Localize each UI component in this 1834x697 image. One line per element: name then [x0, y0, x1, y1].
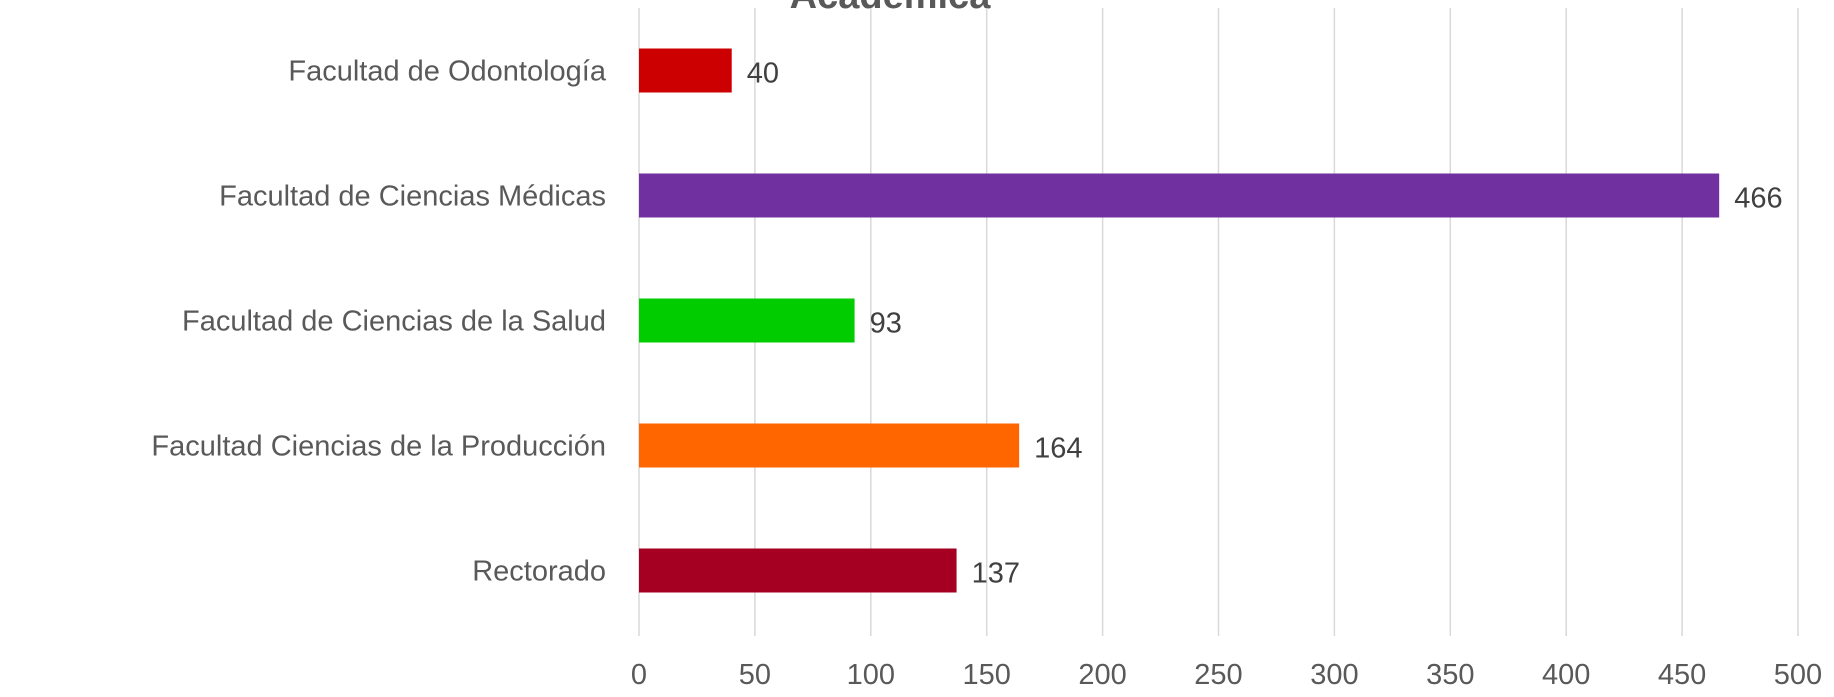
bar: [639, 48, 732, 93]
x-tick-label: 500: [1774, 659, 1822, 691]
data-labels: 40 466 93 164 137: [747, 58, 1783, 590]
category-label: Facultad Ciencias de la Producción: [151, 431, 606, 463]
data-label: 137: [972, 558, 1020, 590]
data-label: 164: [1034, 433, 1082, 465]
x-tick-label: 50: [739, 659, 771, 691]
x-axis-ticks: 0 50 100 150 200 250 300 350 400 450 500: [631, 659, 1822, 691]
x-tick-label: 0: [631, 659, 647, 691]
category-label: Rectorado: [472, 556, 606, 588]
data-label: 466: [1734, 183, 1782, 215]
x-tick-label: 400: [1542, 659, 1590, 691]
x-tick-label: 100: [847, 659, 895, 691]
x-tick-label: 250: [1194, 659, 1242, 691]
bars: [639, 48, 1720, 593]
category-label: Facultad de Ciencias Médicas: [219, 181, 606, 213]
x-tick-label: 150: [963, 659, 1011, 691]
bar: [639, 423, 1020, 468]
data-label: 40: [747, 58, 779, 90]
bar: [639, 298, 855, 343]
category-labels: Facultad de Odontología Facultad de Cienc…: [151, 56, 606, 588]
bar: [639, 548, 957, 593]
x-tick-label: 300: [1310, 659, 1358, 691]
category-label: Facultad de Ciencias de la Salud: [182, 306, 606, 338]
x-tick-label: 350: [1426, 659, 1474, 691]
bar: [639, 173, 1720, 218]
category-label: Facultad de Odontología: [288, 56, 606, 88]
data-label: 93: [870, 308, 902, 340]
chart-title: Académica: [790, 0, 992, 17]
x-tick-label: 200: [1078, 659, 1126, 691]
x-tick-label: 450: [1658, 659, 1706, 691]
gridlines: [638, 8, 1799, 636]
